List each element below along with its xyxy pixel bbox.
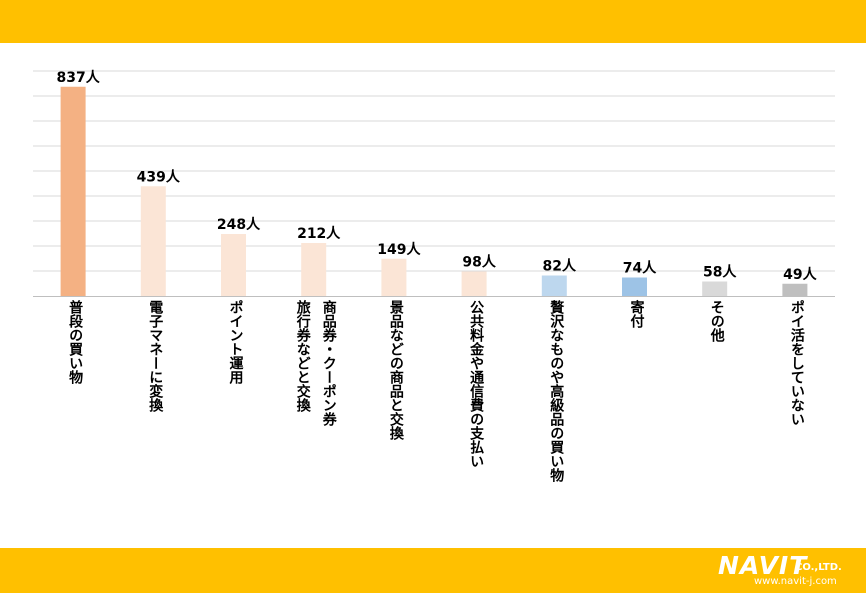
bar — [301, 243, 327, 296]
data-label: 82人 — [543, 258, 577, 275]
bar — [60, 86, 86, 296]
data-label: 58人 — [703, 264, 737, 281]
category-label: 寄付 — [628, 300, 645, 328]
category-label: ポイント運用 — [227, 300, 244, 384]
bar — [541, 275, 567, 296]
bar — [381, 258, 407, 296]
data-label: 439人 — [137, 168, 181, 185]
category-label: 旅行券などと交換 — [294, 300, 311, 412]
header-band — [0, 0, 866, 43]
category-label: 公共料金や通信費の支払い — [468, 300, 485, 468]
navit-logo: NAVIT CO.,LTD. www.navit-j.com — [718, 552, 858, 590]
data-label: 149人 — [377, 241, 421, 258]
category-label: 普段の買い物 — [67, 300, 84, 384]
category-label: 商品券・クーポン券 — [320, 300, 337, 426]
category-label: 景品などの商品と交換 — [387, 300, 404, 440]
data-label: 837人 — [56, 69, 100, 86]
category-label: 電子マネーに変換 — [147, 300, 164, 412]
bar-chart: 837人 439人 248人 212人 149人 98人 82人 74人 58人 49人 — [33, 69, 835, 297]
bar — [782, 283, 808, 296]
data-label: 74人 — [623, 260, 657, 277]
data-label: 98人 — [462, 254, 496, 271]
logo-company-suffix: CO.,LTD. — [795, 562, 842, 573]
data-label: 212人 — [297, 225, 341, 242]
data-label: 49人 — [783, 266, 817, 283]
bar — [702, 281, 728, 296]
bar — [622, 277, 647, 296]
bar — [461, 271, 487, 296]
footer-band — [0, 548, 866, 593]
category-label: 贅沢なものや高級品の買い物 — [548, 300, 565, 482]
bar — [140, 186, 166, 296]
data-label: 248人 — [217, 216, 261, 233]
category-label: その他 — [708, 300, 725, 342]
logo-url: www.navit-j.com — [754, 576, 837, 587]
category-label: ポイ活をしていない — [788, 300, 805, 426]
logo-name: NAVIT — [718, 551, 808, 580]
bar — [221, 234, 246, 296]
